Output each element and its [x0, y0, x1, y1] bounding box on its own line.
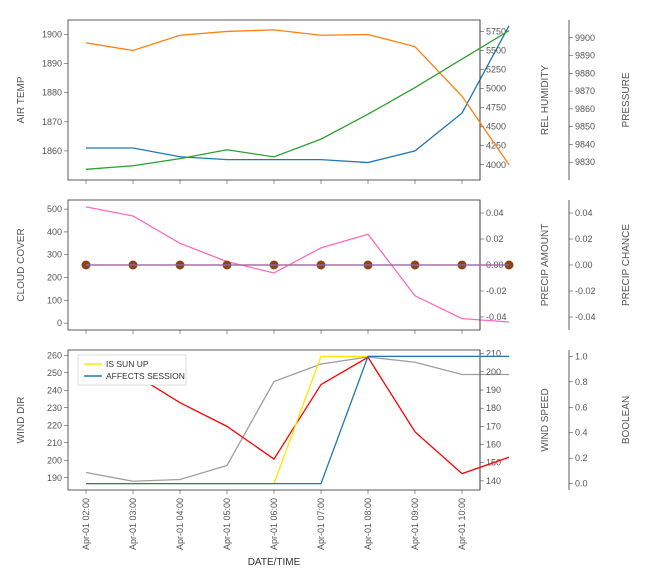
ytick-r2: 9850 [575, 122, 595, 132]
ytick-r1: 160 [486, 440, 501, 450]
xtick-label: Apr-01 02:00 [81, 498, 91, 550]
ytick-left: 260 [47, 350, 62, 360]
ytick-left: 500 [47, 204, 62, 214]
xtick-label: Apr-01 07:00 [316, 498, 326, 550]
ylabel-left: CLOUD COVER [16, 228, 27, 301]
ytick-r1: 210 [486, 349, 501, 359]
ytick-r1: 0.02 [486, 234, 504, 244]
ylabel-r2: PRESSURE [621, 72, 632, 127]
ytick-r1: 0.04 [486, 208, 504, 218]
ytick-r2: 9860 [575, 104, 595, 114]
ytick-left: 220 [47, 420, 62, 430]
ylabel-r2: BOOLEAN [621, 396, 632, 444]
ytick-r2: 0.00 [575, 260, 593, 270]
ytick-r1: 180 [486, 403, 501, 413]
ytick-left: 230 [47, 403, 62, 413]
ytick-r2: 9870 [575, 86, 595, 96]
ytick-r2: 0.4 [575, 428, 588, 438]
series-air-temp [86, 26, 509, 163]
ylabel-r1: PRECIP AMOUNT [540, 224, 551, 307]
legend-label: AFFECTS SESSION [106, 371, 185, 381]
ytick-r1: 140 [486, 476, 501, 486]
ytick-r2: -0.04 [575, 312, 596, 322]
ytick-r1: 5000 [486, 84, 506, 94]
ytick-r1: 4000 [486, 160, 506, 170]
figure: 18601870188018901900AIR TEMP400042504500… [0, 0, 648, 576]
ytick-r1: 5250 [486, 65, 506, 75]
ytick-r2: 9840 [575, 139, 595, 149]
ytick-left: 100 [47, 295, 62, 305]
ytick-left: 1870 [42, 117, 62, 127]
ytick-r1: -0.04 [486, 312, 507, 322]
ytick-left: 190 [47, 473, 62, 483]
ylabel-left: AIR TEMP [16, 76, 27, 123]
ylabel-r1: REL HUMIDITY [540, 65, 551, 136]
ytick-left: 1860 [42, 146, 62, 156]
ytick-r2: 9880 [575, 68, 595, 78]
ytick-r1: 4750 [486, 103, 506, 113]
xtick-label: Apr-01 04:00 [175, 498, 185, 550]
ytick-left: 250 [47, 368, 62, 378]
xtick-label: Apr-01 10:00 [457, 498, 467, 550]
legend-label: IS SUN UP [106, 359, 149, 369]
ytick-left: 1890 [42, 59, 62, 69]
ylabel-left: WIND DIR [16, 397, 27, 444]
xtick-label: Apr-01 03:00 [128, 498, 138, 550]
ytick-left: 1900 [42, 30, 62, 40]
ytick-r2: 0.0 [575, 479, 588, 489]
ytick-r1: 190 [486, 385, 501, 395]
ytick-r2: 9830 [575, 157, 595, 167]
ytick-left: 200 [47, 455, 62, 465]
ytick-r2: 0.02 [575, 234, 593, 244]
ytick-r2: 0.6 [575, 402, 588, 412]
ytick-r1: 5500 [486, 45, 506, 55]
ytick-left: 210 [47, 438, 62, 448]
ytick-r2: -0.02 [575, 286, 596, 296]
xtick-label: Apr-01 05:00 [222, 498, 232, 550]
ytick-r2: 0.8 [575, 377, 588, 387]
ytick-left: 240 [47, 385, 62, 395]
ytick-r1: 200 [486, 367, 501, 377]
xtick-label: Apr-01 06:00 [269, 498, 279, 550]
ytick-r1: 170 [486, 421, 501, 431]
ylabel-r1: WIND SPEED [540, 388, 551, 451]
ytick-left: 1880 [42, 88, 62, 98]
x-axis-title: DATE/TIME [248, 557, 301, 568]
xtick-label: Apr-01 08:00 [363, 498, 373, 550]
ytick-left: 400 [47, 227, 62, 237]
ylabel-r2: PRECIP CHANCE [621, 224, 632, 306]
ytick-r2: 9890 [575, 51, 595, 61]
series-pressure [86, 31, 509, 170]
series-rel-humidity [86, 30, 509, 165]
ytick-r2: 9900 [575, 33, 595, 43]
ytick-r1: -0.02 [486, 286, 507, 296]
ytick-r2: 0.04 [575, 208, 593, 218]
panel-weather-top [68, 20, 480, 180]
xtick-label: Apr-01 09:00 [410, 498, 420, 550]
ytick-left: 200 [47, 273, 62, 283]
ytick-r2: 1.0 [575, 351, 588, 361]
ytick-left: 300 [47, 250, 62, 260]
ytick-r2: 0.2 [575, 453, 588, 463]
ytick-left: 0 [57, 318, 62, 328]
ytick-r1: 4500 [486, 122, 506, 132]
